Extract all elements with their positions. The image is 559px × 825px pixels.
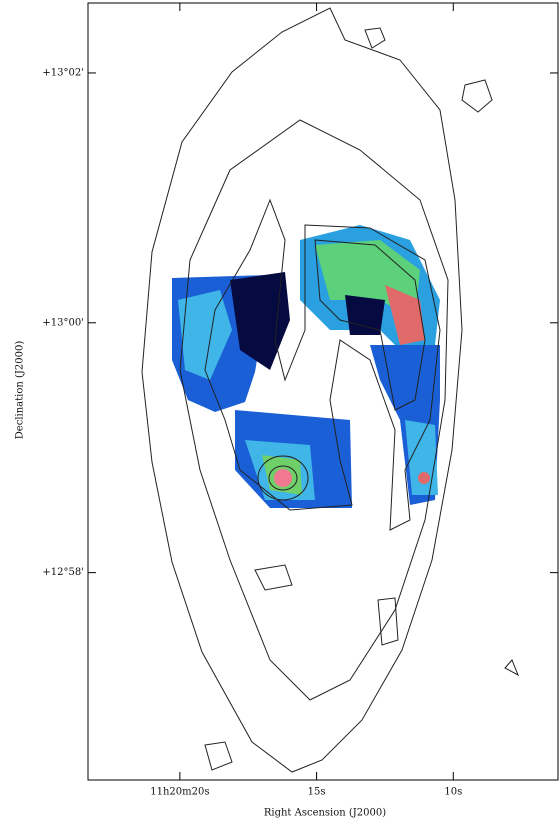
y-tick-label: +12°58' [42,567,84,578]
x-tick-label: 10s [444,787,462,798]
contour [205,742,232,770]
emission-map [172,225,440,508]
y-tick-label: +13°00' [42,317,84,328]
y-tick-label: +13°02' [42,67,84,78]
plot-frame [88,3,558,780]
y-axis-label: Declination (J2000) [15,341,26,440]
contour [505,660,518,675]
contour [365,28,385,48]
contour [462,80,492,112]
x-tick-label: 11h20m20s [150,787,209,798]
blob [345,295,385,335]
blob [274,469,292,487]
contour [255,565,292,590]
x-axis-label: Right Ascension (J2000) [264,808,386,819]
x-tick-label: 15s [308,787,326,798]
blob [418,472,430,484]
figure: Right Ascension (J2000) Declination (J20… [0,0,559,825]
